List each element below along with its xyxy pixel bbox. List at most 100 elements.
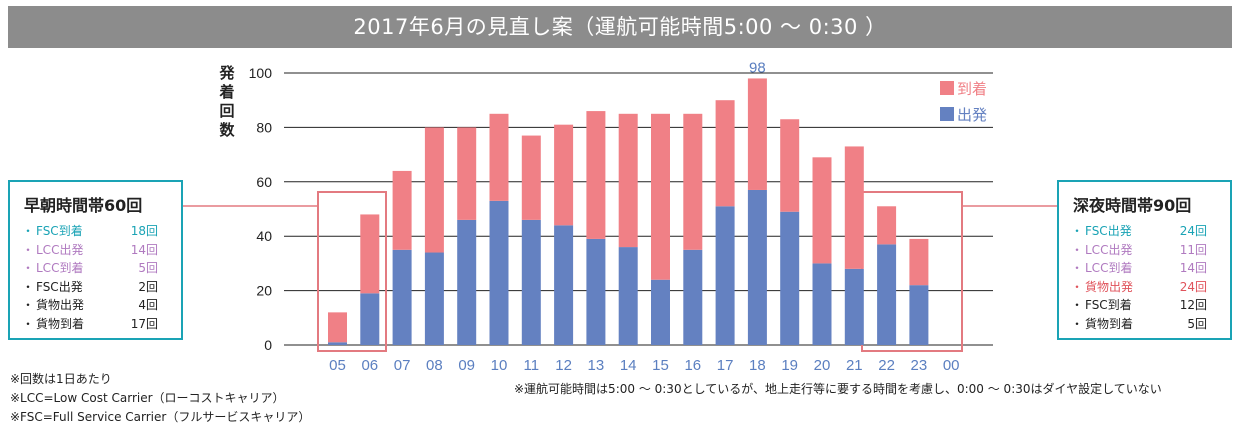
bar-departure (521, 219, 541, 345)
box-row-dot: ・ (1071, 261, 1084, 275)
bar-departure (618, 247, 638, 345)
box-row-value: 24回 (1179, 224, 1207, 238)
y-tick-label: 80 (256, 119, 272, 135)
x-tick-label: 19 (781, 357, 798, 374)
bar-arrival (909, 238, 929, 286)
x-tick-label: 09 (458, 357, 475, 374)
footnote: ※FSC=Full Service Carrier（フルサービスキャリア） (10, 410, 311, 424)
x-tick-label: 23 (911, 357, 928, 374)
box-row: ・ LCC到着 14回 (1071, 259, 1230, 278)
bar-arrival (328, 312, 347, 343)
box-row-dot: ・ (1071, 316, 1084, 331)
bar-arrival (747, 78, 767, 190)
box-row: ・ FSC出発 24回 (1071, 222, 1230, 241)
bar-departure (747, 189, 767, 345)
bar-arrival (489, 113, 509, 201)
box-row-value: 11回 (1179, 242, 1207, 257)
box-row-dot: ・ (22, 316, 35, 331)
bar-departure (328, 342, 347, 345)
box-row-label: LCC到着 (1085, 261, 1133, 275)
bar-departure (392, 249, 412, 345)
bar-arrival (554, 124, 574, 226)
box-row-value: 14回 (130, 242, 158, 257)
bar-arrival (360, 214, 380, 294)
box-row-dot: ・ (1071, 298, 1084, 312)
box-row: ・ LCC出発 14回 (22, 241, 181, 260)
early-morning-title: 早朝時間帯60回 (24, 196, 143, 215)
bar-departure (683, 249, 703, 345)
y-tick-label: 100 (249, 65, 273, 81)
chart-title: 2017年6月の見直し案（運航可能時間5:00 〜 0:30 ） (8, 6, 1232, 48)
box-row-label: 貨物出発 (36, 298, 85, 312)
x-tick-label: 12 (555, 357, 572, 374)
x-tick-label: 06 (361, 357, 378, 374)
early-morning-highlight (317, 191, 387, 352)
legend-label: 出発 (957, 106, 987, 124)
bar-arrival (651, 113, 670, 280)
x-tick-label: 21 (846, 357, 863, 374)
early-morning-list: ・ FSC到着 18回・ LCC出発 14回・ LCC到着 5回・ FSC出発 2回・貨物出発 4… (22, 222, 181, 333)
x-tick-label: 20 (814, 357, 831, 374)
bar-arrival (715, 100, 735, 207)
bar-arrival (424, 127, 444, 253)
legend-swatch (940, 81, 954, 95)
box-row-dot: ・ (1071, 242, 1084, 257)
legend-label: 到着 (957, 80, 987, 98)
box-row-dot: ・ (22, 279, 35, 294)
early-morning-box: 早朝時間帯60回 ・ FSC到着 18回・ LCC出発 14回・ LCC到着 5回・ FSC出… (8, 180, 183, 340)
x-tick-label: 16 (684, 357, 701, 374)
box-row: ・ FSC到着 12回 (1071, 296, 1230, 315)
box-row-label: 貨物出発 (1085, 279, 1134, 294)
bar-arrival (812, 157, 832, 264)
bar-departure (586, 238, 606, 345)
footnote: ※LCC=Low Cost Carrier（ローコストキャリア） (10, 391, 285, 405)
box-row: ・貨物出発 4回 (22, 296, 181, 315)
x-tick-label: 11 (524, 357, 540, 374)
x-tick-label: 05 (329, 357, 346, 374)
x-tick-label: 08 (426, 357, 443, 374)
box-row-label: FSC出発 (1085, 224, 1132, 238)
bar-departure (360, 293, 380, 345)
footnotes: ※回数は1日あたり ※LCC=Low Cost Carrier（ローコストキャリ… (10, 370, 310, 427)
box-row-value: 14回 (1179, 261, 1207, 275)
legend-swatch (940, 107, 954, 121)
box-row-value: 24回 (1179, 279, 1207, 294)
bar-arrival (586, 111, 606, 239)
box-row-label: FSC出発 (36, 279, 83, 294)
x-tick-label: 00 (943, 357, 960, 374)
bar-departure (489, 200, 509, 345)
bar-departure (909, 285, 929, 345)
bar-departure (812, 263, 832, 345)
box-row-dot: ・ (1071, 224, 1084, 238)
box-row-label: FSC到着 (36, 224, 83, 238)
bar-arrival (780, 119, 800, 212)
box-row-label: LCC出発 (1085, 242, 1133, 257)
y-axis-label-char: 回 (219, 102, 234, 120)
y-tick-label: 20 (256, 283, 272, 299)
x-tick-label: 10 (491, 357, 508, 374)
box-row: ・ LCC到着 5回 (22, 259, 181, 278)
box-row-value: 2回 (138, 279, 158, 294)
box-row: ・ FSC出発 2回 (22, 278, 181, 297)
box-row-label: 貨物到着 (1085, 316, 1134, 331)
bar-departure (554, 225, 574, 345)
late-night-title: 深夜時間帯90回 (1073, 196, 1192, 215)
box-row: ・ LCC出発 11回 (1071, 241, 1230, 260)
box-row-label: LCC到着 (36, 261, 84, 275)
bar-arrival (877, 206, 897, 245)
box-row: ・ FSC到着 18回 (22, 222, 181, 241)
box-row: ・貨物出発 24回 (1071, 278, 1230, 297)
bar-departure (715, 206, 735, 345)
bar-arrival (457, 127, 477, 220)
box-row: ・貨物到着 17回 (22, 315, 181, 334)
box-row: ・貨物到着 5回 (1071, 315, 1230, 334)
box-row-dot: ・ (1071, 279, 1084, 294)
operation-hours-note: ※運航可能時間は5:00 〜 0:30としているが、地上走行等に要する時間を考慮… (514, 382, 1162, 396)
bar-departure (844, 268, 864, 345)
data-label: 98 (749, 59, 766, 76)
box-row-label: LCC出発 (36, 242, 84, 257)
box-row-dot: ・ (22, 242, 35, 257)
bar-departure (457, 219, 477, 345)
bar-arrival (618, 113, 638, 248)
